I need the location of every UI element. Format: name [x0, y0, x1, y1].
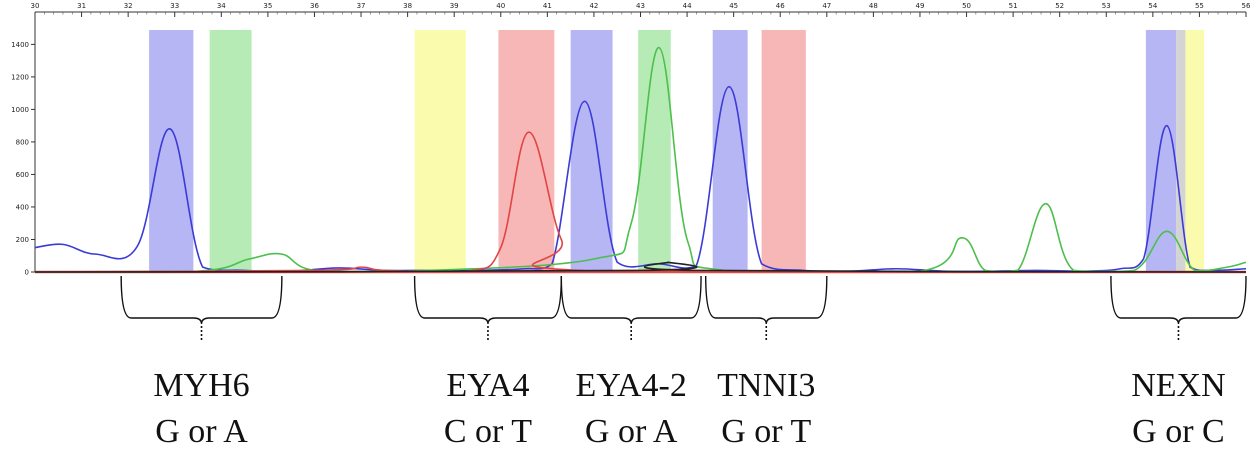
bracket-2	[560, 275, 702, 325]
band-8	[1145, 30, 1177, 272]
band-4	[570, 30, 613, 272]
x-tick-label: 36	[310, 2, 319, 10]
x-tick-label: 35	[263, 2, 272, 10]
y-tick-label: 1200	[11, 73, 29, 81]
trace-red	[34, 131, 1247, 273]
bracket-0	[120, 275, 283, 325]
bracket-1	[413, 275, 563, 325]
marker-label-1-1: C or T	[444, 413, 532, 450]
y-tick-label: 200	[16, 236, 29, 244]
marker-label-4-1: G or C	[1132, 413, 1225, 450]
marker-label-0-1: G or A	[155, 413, 248, 450]
y-tick-label: 400	[16, 203, 29, 211]
trace-black	[34, 261, 1247, 273]
x-tick-label: 56	[1242, 2, 1251, 10]
marker-label-2-0: EYA4-2	[575, 367, 686, 404]
bracket-3	[705, 275, 828, 325]
peak-highlight-bands	[149, 30, 1205, 272]
x-tick-label: 48	[869, 2, 878, 10]
marker-label-3-1: G or T	[721, 413, 811, 450]
marker-label-3-0: TNNI3	[717, 367, 815, 404]
marker-label-4-0: NEXN	[1131, 367, 1225, 404]
x-tick-label: 34	[217, 2, 226, 10]
band-1	[209, 30, 252, 272]
band-10	[1185, 30, 1205, 272]
band-6	[712, 30, 748, 272]
marker-label-0-0: MYH6	[153, 367, 249, 404]
x-tick-label: 50	[962, 2, 971, 10]
x-tick-label: 41	[543, 2, 552, 10]
y-tick-label: 1400	[11, 41, 29, 49]
trace-lines	[34, 46, 1247, 273]
x-tick-label: 32	[124, 2, 133, 10]
x-tick-label: 45	[729, 2, 738, 10]
x-tick-label: 51	[1009, 2, 1018, 10]
x-tick-label: 49	[916, 2, 925, 10]
y-tick-label: 800	[16, 138, 29, 146]
x-tick-label: 43	[636, 2, 645, 10]
marker-label-2-1: G or A	[585, 413, 678, 450]
x-tick-label: 37	[357, 2, 366, 10]
x-tick-label: 55	[1195, 2, 1204, 10]
chart-axes: 30 31 32 33 34 35 36 37 38 39 40 41 42 43 44 45 46 47 48 49…	[11, 2, 1251, 277]
x-tick-label: 39	[450, 2, 459, 10]
x-tick-label: 53	[1102, 2, 1111, 10]
x-tick-label: 38	[403, 2, 412, 10]
x-tick-label: 31	[77, 2, 86, 10]
x-tick-label: 42	[589, 2, 598, 10]
x-tick-label: 47	[822, 2, 831, 10]
trace-green	[34, 46, 1247, 273]
x-tick-label: 30	[31, 2, 40, 10]
x-tick-label: 40	[496, 2, 505, 10]
y-tick-label: 1000	[11, 106, 29, 114]
band-9	[1176, 30, 1186, 272]
band-3	[498, 30, 555, 272]
x-tick-label: 44	[683, 2, 692, 10]
y-tick-label: 0	[25, 269, 29, 277]
x-tick-label: 54	[1148, 2, 1157, 10]
bracket-4	[1110, 275, 1247, 325]
x-tick-label: 46	[776, 2, 785, 10]
band-0	[149, 30, 194, 272]
x-tick-label: 33	[170, 2, 179, 10]
band-7	[761, 30, 806, 272]
y-tick-label: 600	[16, 171, 29, 179]
marker-annotations: MYH6 G or A EYA4 C or T EYA4-2 G or A TNNI3 G o…	[120, 275, 1247, 450]
x-tick-label: 52	[1055, 2, 1064, 10]
marker-label-1-0: EYA4	[446, 367, 529, 404]
band-2	[414, 30, 466, 272]
